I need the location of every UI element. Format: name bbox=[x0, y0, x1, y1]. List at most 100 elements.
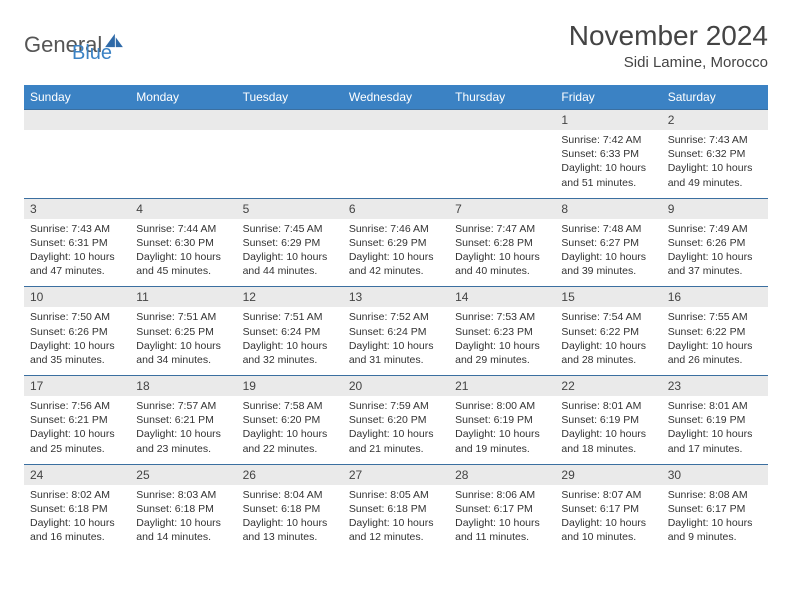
day-number: 30 bbox=[662, 465, 768, 485]
day-cell: 2Sunrise: 7:43 AMSunset: 6:32 PMDaylight… bbox=[662, 110, 768, 199]
daylight-text: Daylight: 10 hours and 19 minutes. bbox=[455, 427, 549, 455]
dow-wednesday: Wednesday bbox=[343, 85, 449, 110]
day-body: Sunrise: 8:01 AMSunset: 6:19 PMDaylight:… bbox=[555, 396, 661, 464]
header: GeneralBlue November 2024 Sidi Lamine, M… bbox=[24, 20, 768, 71]
day-number: 28 bbox=[449, 465, 555, 485]
day-body bbox=[24, 130, 130, 190]
day-body: Sunrise: 7:59 AMSunset: 6:20 PMDaylight:… bbox=[343, 396, 449, 464]
sunset-text: Sunset: 6:20 PM bbox=[243, 413, 337, 427]
day-body: Sunrise: 7:52 AMSunset: 6:24 PMDaylight:… bbox=[343, 307, 449, 375]
sunset-text: Sunset: 6:30 PM bbox=[136, 236, 230, 250]
day-cell: 21Sunrise: 8:00 AMSunset: 6:19 PMDayligh… bbox=[449, 376, 555, 465]
day-number bbox=[130, 110, 236, 130]
daylight-text: Daylight: 10 hours and 22 minutes. bbox=[243, 427, 337, 455]
day-cell: 26Sunrise: 8:04 AMSunset: 6:18 PMDayligh… bbox=[237, 464, 343, 552]
daylight-text: Daylight: 10 hours and 35 minutes. bbox=[30, 339, 124, 367]
day-number: 3 bbox=[24, 199, 130, 219]
sunset-text: Sunset: 6:18 PM bbox=[349, 502, 443, 516]
daylight-text: Daylight: 10 hours and 13 minutes. bbox=[243, 516, 337, 544]
sunset-text: Sunset: 6:24 PM bbox=[349, 325, 443, 339]
day-number: 14 bbox=[449, 287, 555, 307]
day-cell: 18Sunrise: 7:57 AMSunset: 6:21 PMDayligh… bbox=[130, 376, 236, 465]
day-cell: 10Sunrise: 7:50 AMSunset: 6:26 PMDayligh… bbox=[24, 287, 130, 376]
day-cell: 5Sunrise: 7:45 AMSunset: 6:29 PMDaylight… bbox=[237, 198, 343, 287]
day-number: 27 bbox=[343, 465, 449, 485]
day-number: 25 bbox=[130, 465, 236, 485]
day-cell: 23Sunrise: 8:01 AMSunset: 6:19 PMDayligh… bbox=[662, 376, 768, 465]
daylight-text: Daylight: 10 hours and 47 minutes. bbox=[30, 250, 124, 278]
day-number: 10 bbox=[24, 287, 130, 307]
day-body: Sunrise: 7:56 AMSunset: 6:21 PMDaylight:… bbox=[24, 396, 130, 464]
dow-sunday: Sunday bbox=[24, 85, 130, 110]
sunrise-text: Sunrise: 7:57 AM bbox=[136, 399, 230, 413]
sunset-text: Sunset: 6:21 PM bbox=[30, 413, 124, 427]
week-row: 1Sunrise: 7:42 AMSunset: 6:33 PMDaylight… bbox=[24, 110, 768, 199]
sunset-text: Sunset: 6:18 PM bbox=[243, 502, 337, 516]
day-body bbox=[130, 130, 236, 190]
day-cell: 13Sunrise: 7:52 AMSunset: 6:24 PMDayligh… bbox=[343, 287, 449, 376]
sunrise-text: Sunrise: 7:51 AM bbox=[243, 310, 337, 324]
sunset-text: Sunset: 6:26 PM bbox=[30, 325, 124, 339]
day-number: 20 bbox=[343, 376, 449, 396]
day-body: Sunrise: 7:50 AMSunset: 6:26 PMDaylight:… bbox=[24, 307, 130, 375]
sunrise-text: Sunrise: 8:07 AM bbox=[561, 488, 655, 502]
dow-tuesday: Tuesday bbox=[237, 85, 343, 110]
sunrise-text: Sunrise: 7:54 AM bbox=[561, 310, 655, 324]
sunset-text: Sunset: 6:28 PM bbox=[455, 236, 549, 250]
day-number bbox=[343, 110, 449, 130]
sunrise-text: Sunrise: 8:03 AM bbox=[136, 488, 230, 502]
sunset-text: Sunset: 6:24 PM bbox=[243, 325, 337, 339]
day-number: 9 bbox=[662, 199, 768, 219]
day-body: Sunrise: 8:05 AMSunset: 6:18 PMDaylight:… bbox=[343, 485, 449, 553]
daylight-text: Daylight: 10 hours and 34 minutes. bbox=[136, 339, 230, 367]
daylight-text: Daylight: 10 hours and 49 minutes. bbox=[668, 161, 762, 189]
day-cell bbox=[449, 110, 555, 199]
sunset-text: Sunset: 6:19 PM bbox=[561, 413, 655, 427]
sunset-text: Sunset: 6:29 PM bbox=[349, 236, 443, 250]
day-number bbox=[24, 110, 130, 130]
sunrise-text: Sunrise: 8:01 AM bbox=[668, 399, 762, 413]
day-body: Sunrise: 7:47 AMSunset: 6:28 PMDaylight:… bbox=[449, 219, 555, 287]
day-number: 18 bbox=[130, 376, 236, 396]
sunrise-text: Sunrise: 7:43 AM bbox=[668, 133, 762, 147]
sunrise-text: Sunrise: 7:43 AM bbox=[30, 222, 124, 236]
day-body: Sunrise: 7:48 AMSunset: 6:27 PMDaylight:… bbox=[555, 219, 661, 287]
day-body: Sunrise: 8:01 AMSunset: 6:19 PMDaylight:… bbox=[662, 396, 768, 464]
sunset-text: Sunset: 6:17 PM bbox=[561, 502, 655, 516]
day-cell: 28Sunrise: 8:06 AMSunset: 6:17 PMDayligh… bbox=[449, 464, 555, 552]
daylight-text: Daylight: 10 hours and 17 minutes. bbox=[668, 427, 762, 455]
dow-saturday: Saturday bbox=[662, 85, 768, 110]
day-body: Sunrise: 7:43 AMSunset: 6:32 PMDaylight:… bbox=[662, 130, 768, 198]
sunset-text: Sunset: 6:18 PM bbox=[136, 502, 230, 516]
sunrise-text: Sunrise: 7:46 AM bbox=[349, 222, 443, 236]
sunset-text: Sunset: 6:22 PM bbox=[561, 325, 655, 339]
daylight-text: Daylight: 10 hours and 39 minutes. bbox=[561, 250, 655, 278]
day-body: Sunrise: 8:07 AMSunset: 6:17 PMDaylight:… bbox=[555, 485, 661, 553]
day-number: 19 bbox=[237, 376, 343, 396]
day-number: 29 bbox=[555, 465, 661, 485]
day-cell: 29Sunrise: 8:07 AMSunset: 6:17 PMDayligh… bbox=[555, 464, 661, 552]
day-cell: 30Sunrise: 8:08 AMSunset: 6:17 PMDayligh… bbox=[662, 464, 768, 552]
week-row: 10Sunrise: 7:50 AMSunset: 6:26 PMDayligh… bbox=[24, 287, 768, 376]
sunrise-text: Sunrise: 8:08 AM bbox=[668, 488, 762, 502]
sunset-text: Sunset: 6:32 PM bbox=[668, 147, 762, 161]
daylight-text: Daylight: 10 hours and 16 minutes. bbox=[30, 516, 124, 544]
daylight-text: Daylight: 10 hours and 32 minutes. bbox=[243, 339, 337, 367]
daylight-text: Daylight: 10 hours and 40 minutes. bbox=[455, 250, 549, 278]
day-body: Sunrise: 7:54 AMSunset: 6:22 PMDaylight:… bbox=[555, 307, 661, 375]
sunrise-text: Sunrise: 8:00 AM bbox=[455, 399, 549, 413]
day-number: 23 bbox=[662, 376, 768, 396]
day-number bbox=[449, 110, 555, 130]
sunset-text: Sunset: 6:33 PM bbox=[561, 147, 655, 161]
sunrise-text: Sunrise: 7:50 AM bbox=[30, 310, 124, 324]
day-number: 7 bbox=[449, 199, 555, 219]
daylight-text: Daylight: 10 hours and 23 minutes. bbox=[136, 427, 230, 455]
sunset-text: Sunset: 6:26 PM bbox=[668, 236, 762, 250]
day-number: 6 bbox=[343, 199, 449, 219]
day-cell: 6Sunrise: 7:46 AMSunset: 6:29 PMDaylight… bbox=[343, 198, 449, 287]
day-body bbox=[449, 130, 555, 190]
daylight-text: Daylight: 10 hours and 14 minutes. bbox=[136, 516, 230, 544]
sunrise-text: Sunrise: 7:55 AM bbox=[668, 310, 762, 324]
location: Sidi Lamine, Morocco bbox=[569, 54, 768, 71]
sunrise-text: Sunrise: 7:51 AM bbox=[136, 310, 230, 324]
